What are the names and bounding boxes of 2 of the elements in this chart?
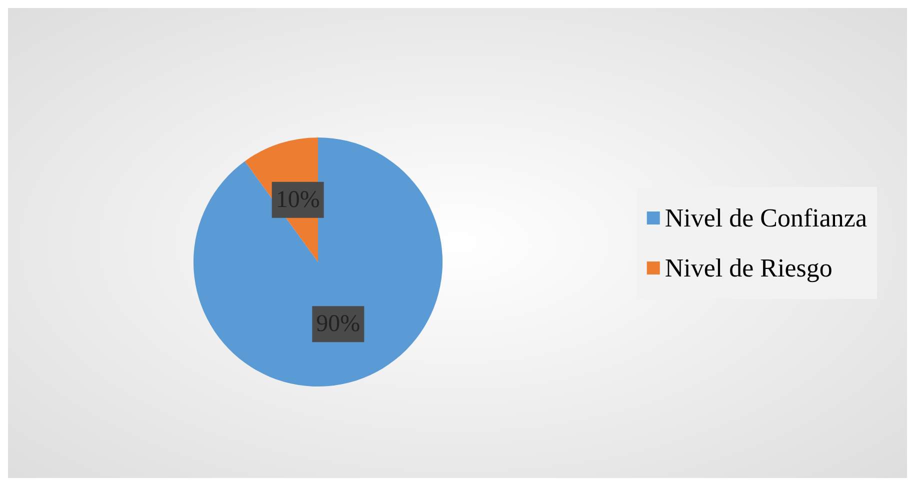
legend-label: Nivel de Riesgo	[664, 254, 832, 282]
legend-label: Nivel de Confianza	[664, 204, 868, 232]
